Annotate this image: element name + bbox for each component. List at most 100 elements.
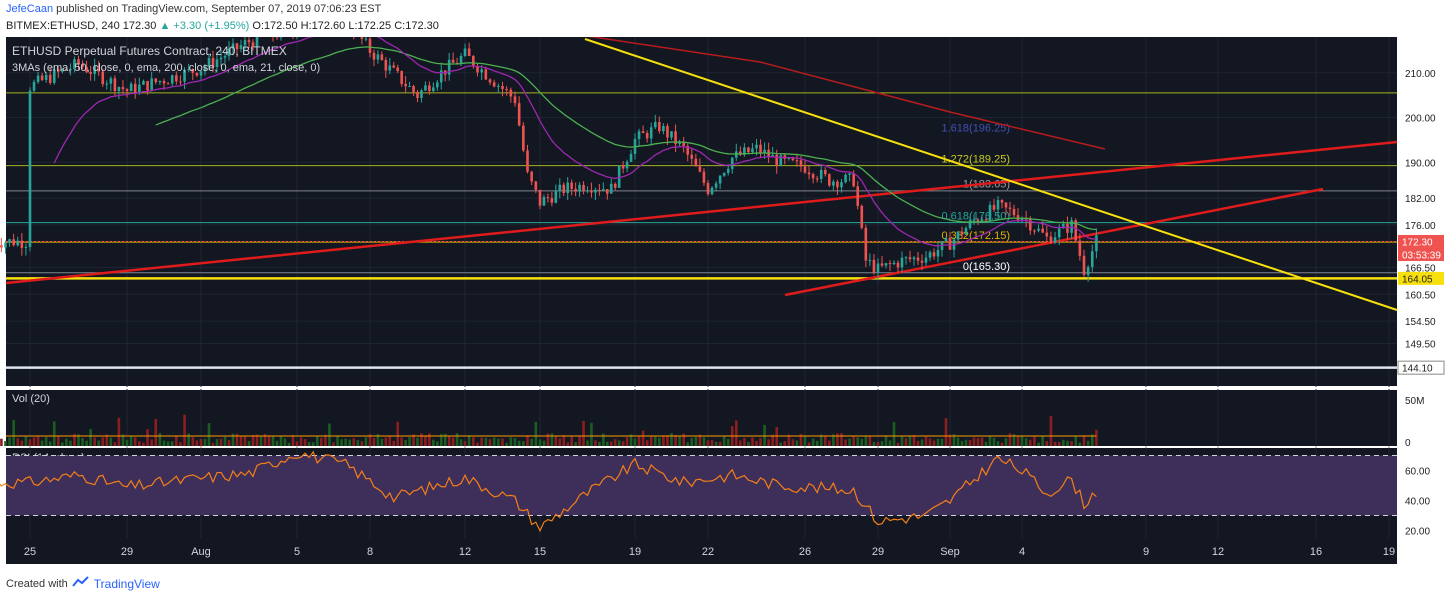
candle [105,80,109,90]
candle [815,175,819,183]
trendline-upper-red [5,140,1398,285]
candle [424,81,427,92]
candle [598,183,601,196]
price-badge-bg [1397,360,1445,375]
volume-bar [154,418,158,446]
volume-bar [892,422,896,446]
candle-body [868,259,872,261]
candle [211,50,215,73]
volume-bar [142,442,145,446]
candle-body [179,81,182,83]
candle-body [936,249,940,257]
candle [872,254,876,275]
candle [590,182,593,198]
volume-bar [279,436,283,446]
candle-body [554,190,558,203]
volume-bar [670,433,673,446]
volume-bar [1012,434,1016,446]
volume-bar [1024,438,1028,446]
candle-body [376,54,380,60]
volume-bar [287,442,291,446]
candle-body [976,219,980,223]
y-tick-label: 182.00 [1405,194,1436,205]
candle [972,214,976,225]
x-tick-label: 26 [799,546,811,558]
candle-body [517,103,521,126]
candle [1074,218,1078,243]
volume-bars [0,414,1098,446]
volume-bar [751,437,754,446]
volume-bar [908,436,912,446]
candle-body [682,141,685,146]
volume-bar [175,436,178,446]
volume-bar [856,437,860,446]
candle [113,75,117,96]
candle-body [916,257,920,261]
candle [550,191,554,207]
volume-bar [129,435,133,446]
volume-bar [443,433,447,446]
volume-bar [980,437,984,446]
volume-bar [125,439,129,446]
candle-body [109,78,113,84]
volume-bar [32,437,36,446]
volume-bar [459,439,463,446]
candle-body [211,58,215,68]
candle [463,43,467,58]
volume-bar [275,440,279,446]
candle [150,71,153,92]
candle [645,130,649,143]
volume-bar [420,433,423,446]
candle-body [629,153,633,162]
candle [912,256,916,266]
candle [488,78,492,86]
candle-body [125,89,129,92]
candle [844,173,847,184]
chart-svg[interactable]: 1.618(196.25)1.272(189.25)1(183.65)0.618… [0,37,1450,573]
volume-bar [0,438,3,446]
volume-bar [803,436,807,446]
candle-body [166,83,170,85]
author-link[interactable]: JefeCaan [6,3,54,15]
candle-body [243,40,247,46]
candle [682,136,685,153]
rsi-tick-label: 20.00 [1405,527,1430,538]
volume-bar [574,442,577,446]
candle [1004,202,1008,215]
footer-brand[interactable]: TradingView [93,576,160,591]
volume-bar [28,439,32,446]
volume-bar [364,437,368,446]
candle [653,114,657,130]
candle [420,88,423,103]
candle-body [396,67,400,71]
volume-bar [992,437,996,446]
volume-bar [526,435,529,446]
volume-bar [530,438,533,446]
volume-bar [1000,442,1004,446]
volume-bar [916,440,920,446]
candle-body [666,125,669,138]
candle [4,240,7,254]
volume-bar [40,440,44,446]
candle [89,65,92,81]
candle [928,250,932,262]
candle [988,201,992,222]
volume-bar [609,441,613,446]
candle-body [215,59,219,68]
volume-bar [888,440,892,446]
candle-body [852,173,855,187]
candle [944,236,948,243]
x-tick-label: 12 [459,546,471,558]
footer: Created with TradingView [6,576,160,591]
volume-bar [972,437,976,446]
candle-body [207,58,211,67]
candle [900,251,904,274]
x-tick-label: 9 [1143,546,1149,558]
volume-bar [645,440,649,446]
volume-bar [582,420,585,446]
volume-bar [247,440,251,446]
volume-bar [101,437,105,446]
candle [637,128,641,147]
candle-body [980,219,984,223]
candle [690,147,694,165]
